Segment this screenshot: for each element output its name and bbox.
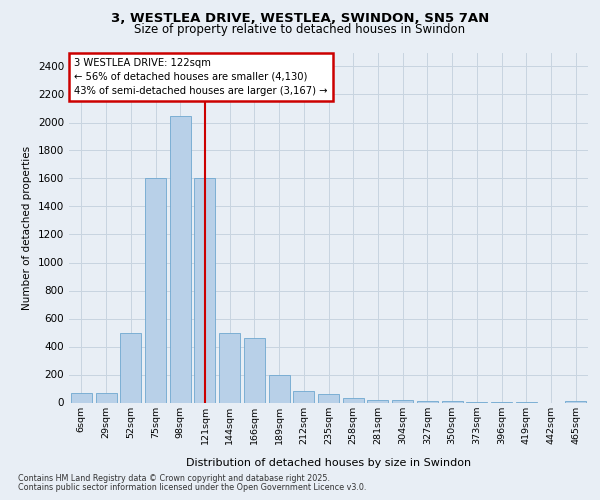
Y-axis label: Number of detached properties: Number of detached properties [22, 146, 32, 310]
Bar [120, 332, 141, 402]
Bar [170, 116, 191, 403]
Bar [293, 392, 314, 402]
Bar [145, 178, 166, 402]
Bar [343, 398, 364, 402]
Text: Contains public sector information licensed under the Open Government Licence v3: Contains public sector information licen… [18, 484, 367, 492]
Bar [565, 401, 586, 402]
Text: 3, WESTLEA DRIVE, WESTLEA, SWINDON, SN5 7AN: 3, WESTLEA DRIVE, WESTLEA, SWINDON, SN5 … [111, 12, 489, 26]
Text: Size of property relative to detached houses in Swindon: Size of property relative to detached ho… [134, 22, 466, 36]
Bar [71, 392, 92, 402]
Bar [269, 374, 290, 402]
Bar [367, 400, 388, 402]
Text: Contains HM Land Registry data © Crown copyright and database right 2025.: Contains HM Land Registry data © Crown c… [18, 474, 330, 483]
Bar [219, 332, 240, 402]
Text: Distribution of detached houses by size in Swindon: Distribution of detached houses by size … [186, 458, 472, 468]
Bar [95, 392, 116, 402]
Bar [318, 394, 339, 402]
Bar [417, 401, 438, 402]
Bar [392, 400, 413, 402]
Bar [194, 178, 215, 402]
Bar [244, 338, 265, 402]
Text: 3 WESTLEA DRIVE: 122sqm
← 56% of detached houses are smaller (4,130)
43% of semi: 3 WESTLEA DRIVE: 122sqm ← 56% of detache… [74, 58, 328, 96]
